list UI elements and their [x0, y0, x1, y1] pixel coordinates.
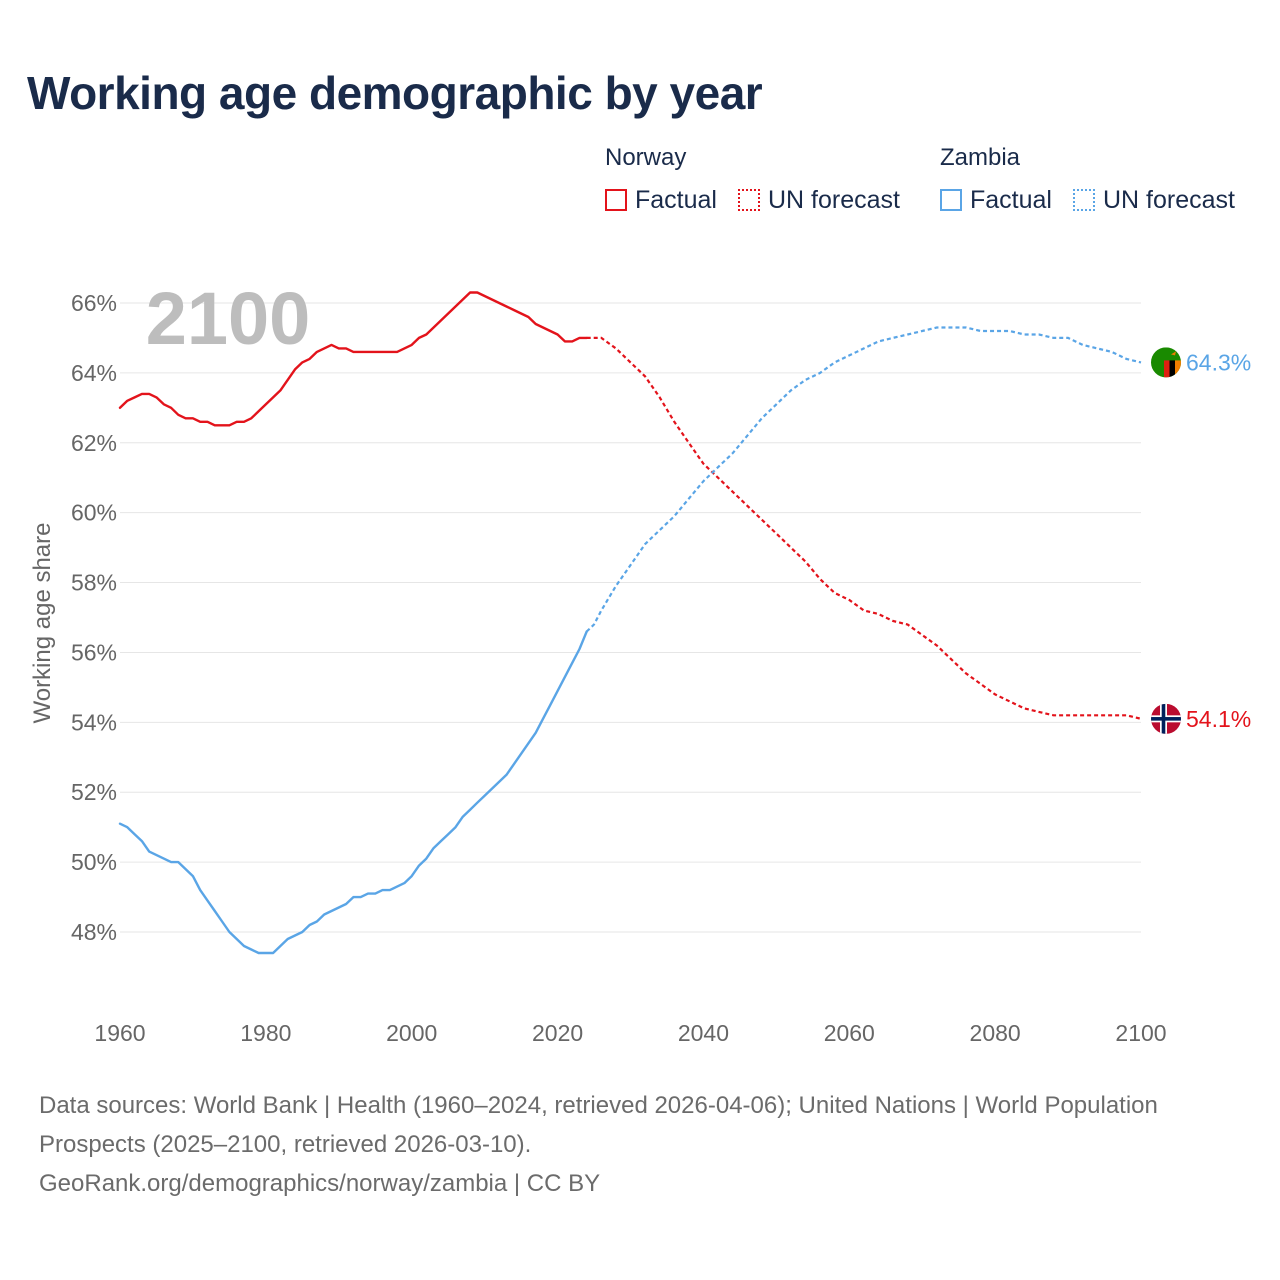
legend-zambia-forecast[interactable]: UN forecast [1073, 185, 1235, 215]
legend-label: Factual [970, 185, 1052, 214]
legend-norway-factual[interactable]: Factual [605, 185, 717, 215]
x-tick-label: 1960 [94, 1020, 145, 1046]
zambia-forecast-swatch [1073, 189, 1095, 211]
y-axis-title: Working age share [29, 523, 56, 724]
x-tick-label: 2020 [532, 1020, 583, 1046]
y-tick-label: 54% [71, 709, 117, 735]
legend-norway-forecast[interactable]: UN forecast [738, 185, 900, 215]
legend-label: UN forecast [768, 185, 900, 214]
y-tick-label: 50% [71, 849, 117, 875]
y-tick-label: 62% [71, 430, 117, 456]
data-sources: Data sources: World Bank | Health (1960–… [39, 1086, 1229, 1203]
zambia-factual-swatch [940, 189, 962, 211]
x-tick-label: 1980 [240, 1020, 291, 1046]
year-watermark: 2100 [146, 277, 311, 360]
norway-forecast-line [586, 336, 1142, 720]
y-tick-label: 60% [71, 500, 117, 526]
legend-norway-title: Norway [605, 144, 687, 171]
line-chart: 48% 50% 52% 54% 56% 58% 60% 62% 64% 66% 1960 1980 20… [29, 277, 1251, 1046]
sources-text: Data sources: World Bank | Health (1960–… [39, 1092, 1158, 1158]
legend-zambia-title: Zambia [940, 144, 1021, 171]
x-tick-label: 2100 [1115, 1020, 1166, 1046]
legend-label: Factual [635, 185, 717, 214]
norway-forecast-swatch [738, 189, 760, 211]
legend-zambia-factual[interactable]: Factual [940, 185, 1052, 215]
chart-title: Working age demographic by year [27, 67, 763, 119]
zambia-flag-icon [1151, 347, 1181, 378]
zambia-factual-line [118, 630, 588, 955]
zambia-end-label: 64.3% [1186, 349, 1251, 375]
sources-link[interactable]: GeoRank.org/demographics/norway/zambia |… [39, 1170, 601, 1197]
zambia-forecast-line [585, 326, 1142, 633]
y-tick-label: 56% [71, 639, 117, 665]
y-tick-label: 48% [71, 919, 117, 945]
x-tick-label: 2060 [824, 1020, 875, 1046]
x-tick-label: 2000 [386, 1020, 437, 1046]
norway-factual-line [118, 291, 588, 427]
norway-factual-swatch [605, 189, 627, 211]
x-tick-label: 2040 [678, 1020, 729, 1046]
norway-flag-icon [1151, 703, 1181, 734]
y-tick-label: 58% [71, 570, 117, 596]
y-tick-label: 66% [71, 290, 117, 316]
legend-label: UN forecast [1103, 185, 1235, 214]
x-tick-label: 2080 [970, 1020, 1021, 1046]
norway-end-label: 54.1% [1186, 706, 1251, 732]
y-tick-label: 64% [71, 360, 117, 386]
y-tick-label: 52% [71, 779, 117, 805]
